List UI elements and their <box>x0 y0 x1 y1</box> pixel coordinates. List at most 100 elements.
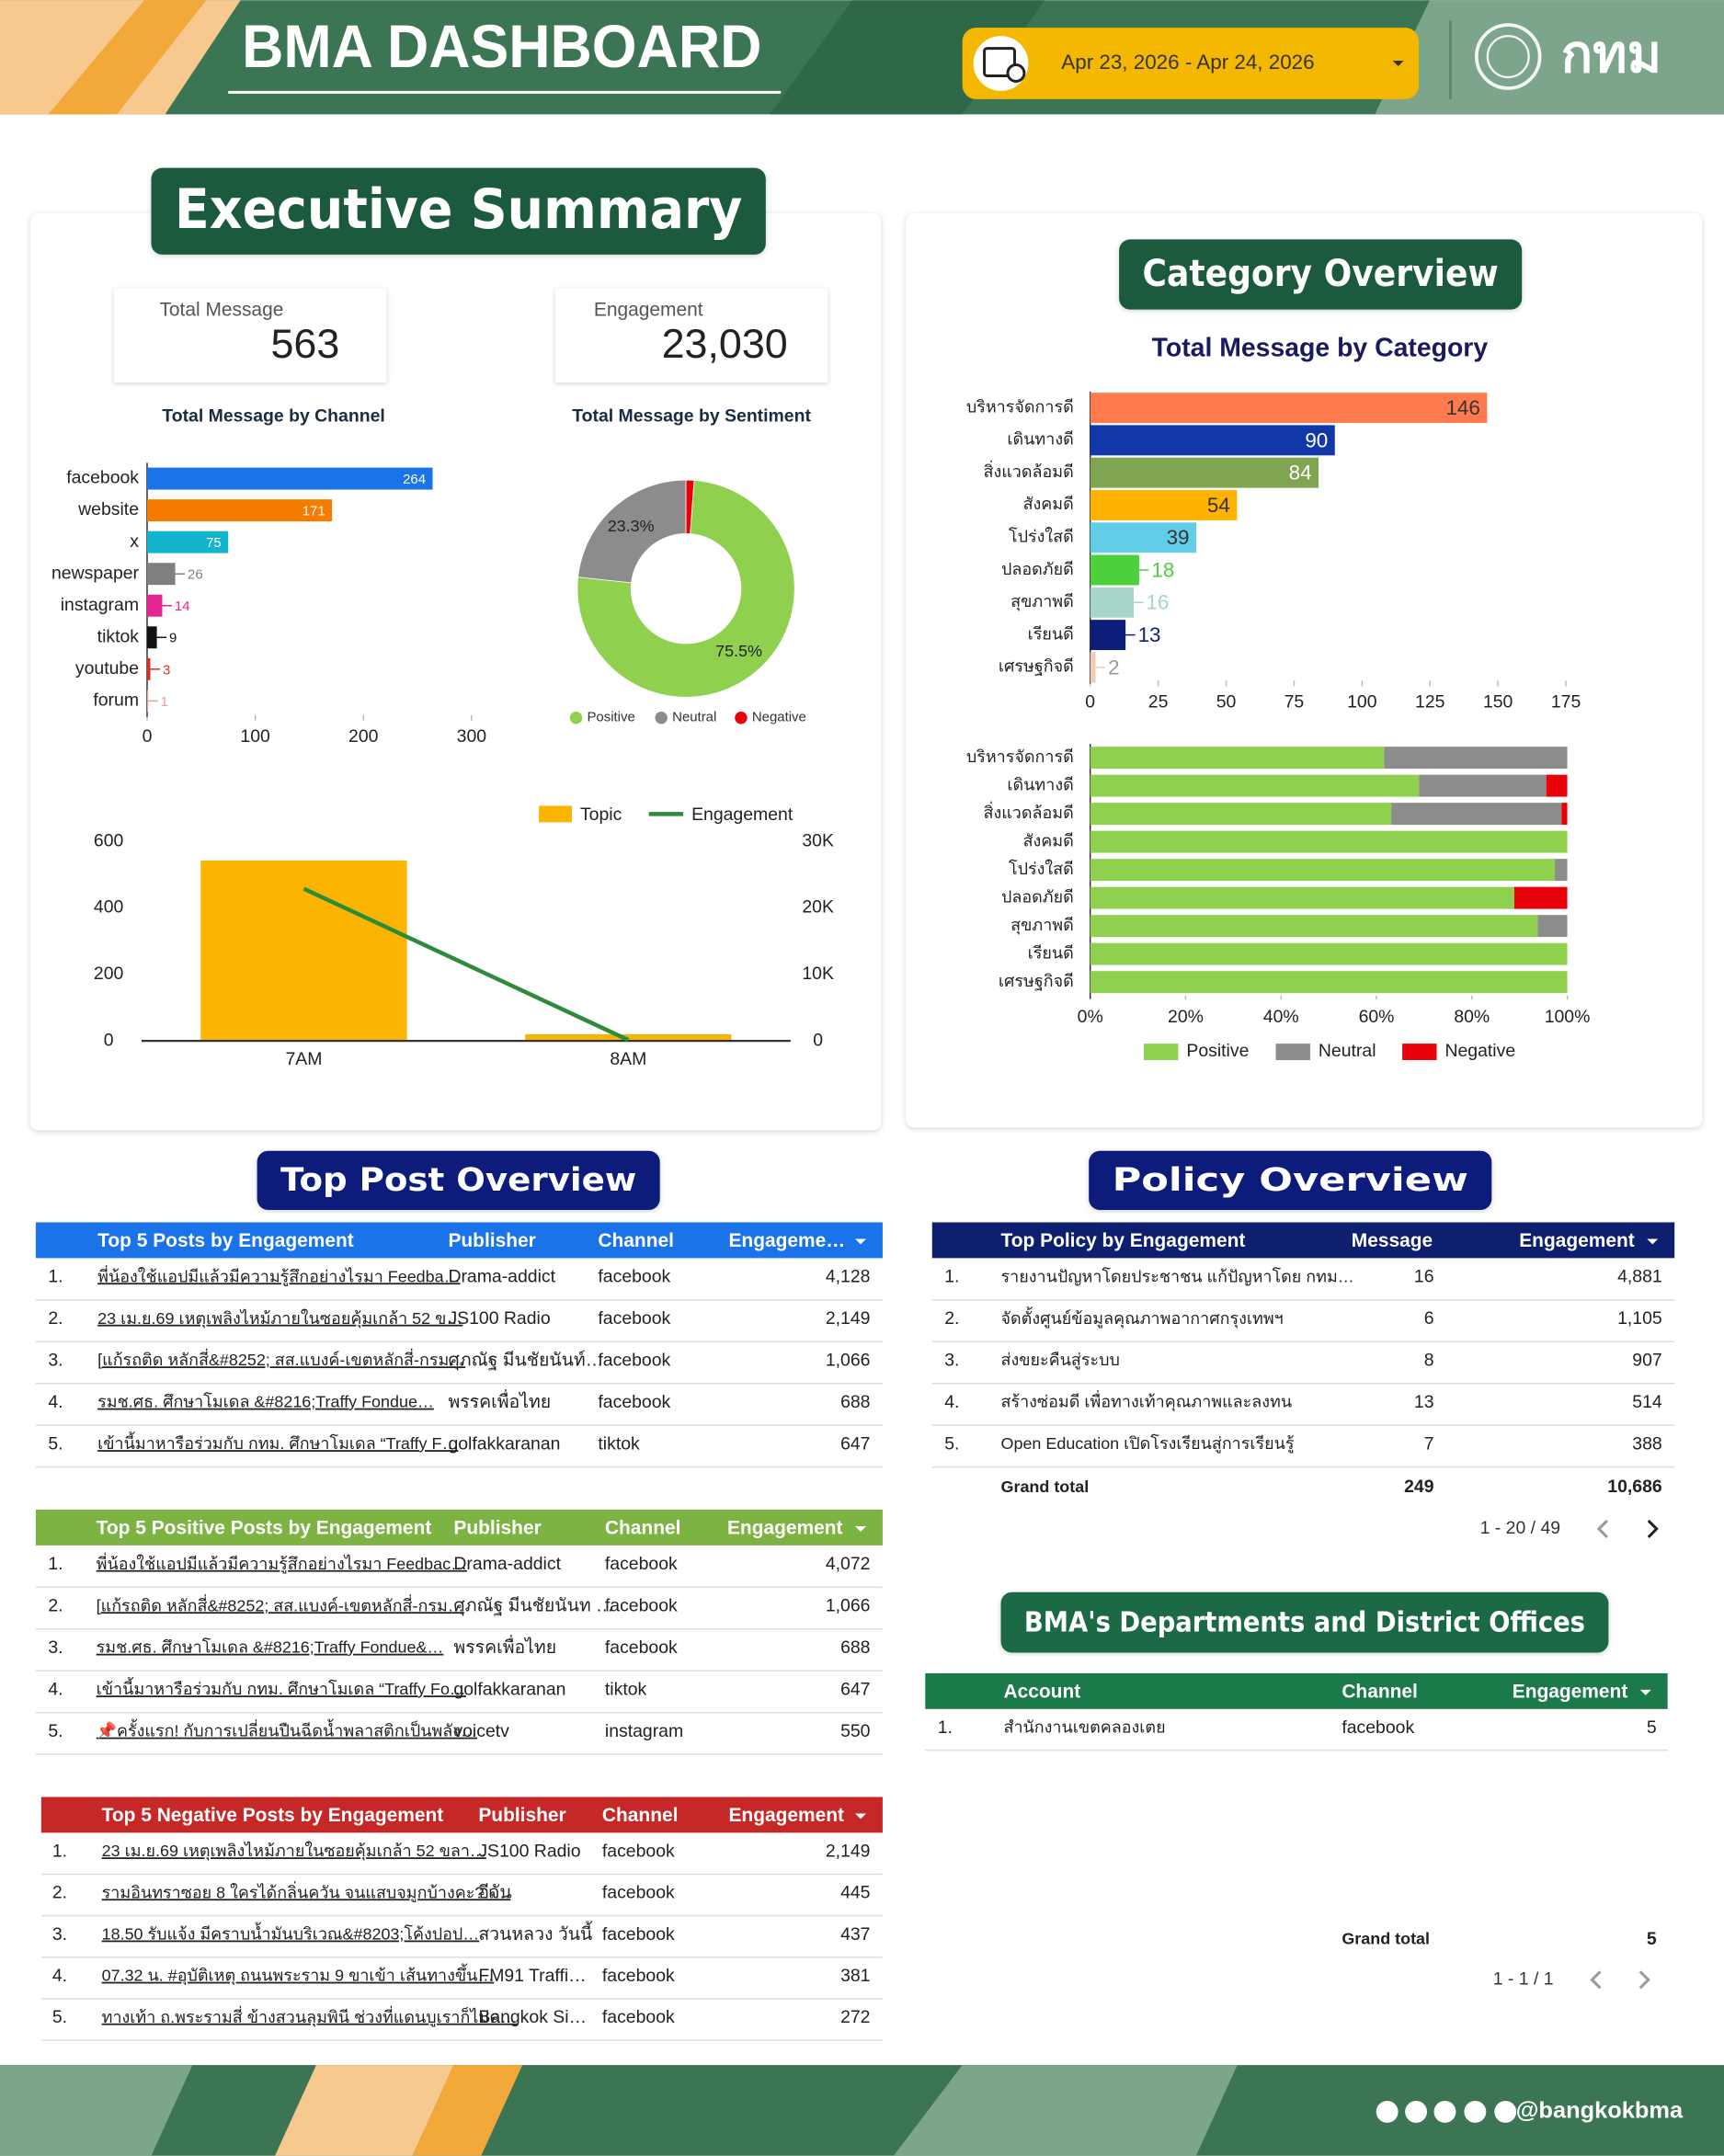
table-cell: golfakkaranan <box>453 1680 565 1700</box>
table-cell: 1,105 <box>1617 1308 1662 1329</box>
legend-label: Topic <box>580 804 622 825</box>
pagination: 1 - 1 / 1 <box>1493 1968 1554 1989</box>
category-label: เรียนดี <box>1028 944 1074 964</box>
table-cell: 388 <box>1632 1434 1661 1454</box>
category-label: บริหารจัดการดี <box>966 397 1074 416</box>
date-picker[interactable] <box>962 28 1420 99</box>
table-cell: 647 <box>840 1434 870 1454</box>
bar-segment <box>1090 971 1568 994</box>
prev-page[interactable] <box>1590 1970 1602 1990</box>
table-cell: 4. <box>48 1392 63 1412</box>
table-cell: 23 เม.ย.69 เหตุเพลิงไหม้ภายในซอยคุ้มเกล้… <box>97 1308 462 1329</box>
table-cell: 18.50 รับแจ้ง มีคราบน้ำมันบริเวณ&#8203;โ… <box>102 1922 480 1944</box>
category-label: facebook <box>66 468 139 488</box>
column-header: Channel <box>602 1805 679 1826</box>
category-label: สิ่งแวดล้อมดี <box>984 460 1074 481</box>
prev-page[interactable] <box>1596 1519 1608 1538</box>
chart-title: Total Message by Channel <box>162 405 384 426</box>
table-cell: จัดตั้งศูนย์ข้อมูลคุณภาพอากาศกรุงเทพฯ <box>1001 1306 1284 1329</box>
social-icon[interactable] <box>1433 2100 1456 2123</box>
footer-deco <box>893 2065 1238 2156</box>
value-label: 54 <box>1207 494 1230 517</box>
value-label: 14 <box>175 599 190 614</box>
y2-tick-label: 0 <box>813 1030 823 1050</box>
table-cell: facebook <box>602 2007 675 2027</box>
table-cell: tiktok <box>605 1680 647 1700</box>
table-cell: 4,072 <box>826 1554 871 1574</box>
grand-total: 249 <box>1404 1477 1434 1497</box>
bar-segment <box>1555 859 1568 882</box>
table-cell: 3. <box>944 1351 959 1371</box>
category-label: เรียนดี <box>1028 624 1074 643</box>
x-tick-label: 0 <box>143 726 153 747</box>
column-header: Top 5 Posts by Engagement <box>97 1230 354 1251</box>
table-cell: รมช.ศธ. ศึกษาโมเดล &#8216;Traffy Fondue&… <box>97 1637 444 1657</box>
column-header: Engagement <box>728 1805 844 1826</box>
bar <box>146 467 433 490</box>
logo-emblem <box>1486 35 1530 79</box>
bar-segment <box>1090 859 1556 882</box>
table-cell: Bangkok Si… <box>478 2007 587 2027</box>
section-badge <box>257 1150 660 1211</box>
table-cell: 2. <box>944 1308 959 1329</box>
section-title: Policy Overview <box>1113 1162 1468 1199</box>
legend-swatch <box>1275 1044 1310 1061</box>
social-icon[interactable] <box>1405 2100 1428 2123</box>
next-page[interactable] <box>1647 1519 1659 1538</box>
category-label: โปร่งใสดี <box>1009 859 1074 879</box>
donut-slice <box>577 480 795 698</box>
legend-label: Neutral <box>672 710 716 725</box>
social-icon[interactable] <box>1376 2100 1399 2123</box>
table-cell: 6 <box>1424 1308 1434 1329</box>
grand-total: 10,686 <box>1607 1477 1662 1497</box>
y-tick-label: 200 <box>94 964 124 984</box>
bar <box>146 657 151 680</box>
table-cell: facebook <box>602 1966 675 1986</box>
bar-segment <box>1546 774 1568 797</box>
next-page[interactable] <box>1638 1970 1650 1990</box>
kpi-value: 23,030 <box>662 320 788 367</box>
social-icon[interactable] <box>1464 2100 1487 2123</box>
table-header <box>35 1509 883 1546</box>
y2-tick-label: 20K <box>802 897 834 918</box>
category-label: x <box>130 531 139 552</box>
table-cell: JS100 Radio <box>448 1308 550 1329</box>
table-cell: สร้างซ่อมดี เพื่อทางเท้าคุณภาพและลงทน <box>1001 1390 1293 1412</box>
category-label: website <box>77 499 139 519</box>
table-cell: เข้านี้มาหารือร่วมกับ กทม. ศึกษาโมเดล “T… <box>97 1432 458 1453</box>
x-tick-label: 20% <box>1168 1007 1204 1027</box>
section-badge <box>1119 239 1523 310</box>
bar <box>146 594 163 617</box>
x-tick-label: 150 <box>1483 691 1513 712</box>
table-cell: 1. <box>48 1267 63 1287</box>
table-cell: 07.32 น. #อุบัติเหตุ ถนนพระราม 9 ขาเข้า … <box>102 1964 495 1986</box>
value-label: 18 <box>1151 558 1174 581</box>
calendar-icon <box>973 36 1029 91</box>
column-header: Message <box>1352 1230 1433 1251</box>
x-tick-label: 0 <box>1085 691 1095 712</box>
bar-segment <box>1391 803 1562 826</box>
table-cell: 550 <box>840 1721 871 1741</box>
table-cell: 2. <box>48 1308 63 1329</box>
value-label: 23.3% <box>608 517 655 535</box>
table-cell: facebook <box>605 1596 678 1616</box>
table-cell: 907 <box>1632 1351 1661 1371</box>
column-header: Publisher <box>448 1230 535 1251</box>
chart-title: Total Message by Sentiment <box>572 405 811 426</box>
x-tick-label: 200 <box>348 726 379 747</box>
x-tick-label: 7AM <box>285 1049 322 1069</box>
table-cell: 437 <box>840 1924 870 1945</box>
logo-text: กทม <box>1561 26 1661 84</box>
bar <box>1090 554 1139 586</box>
bar <box>1090 587 1135 618</box>
table-cell: 514 <box>1632 1392 1662 1412</box>
calendar-icon <box>983 47 1016 77</box>
social-icon[interactable] <box>1494 2100 1517 2123</box>
bar <box>1090 457 1319 488</box>
category-label: เศรษฐกิจดี <box>999 657 1074 677</box>
column-header: Top 5 Negative Posts by Engagement <box>102 1805 444 1826</box>
table-cell: พรรคเพื่อไทย <box>448 1389 551 1412</box>
category-label: เดินทางดี <box>1007 776 1073 795</box>
table-cell: 2. <box>48 1596 63 1616</box>
table-cell: tiktok <box>598 1434 640 1454</box>
